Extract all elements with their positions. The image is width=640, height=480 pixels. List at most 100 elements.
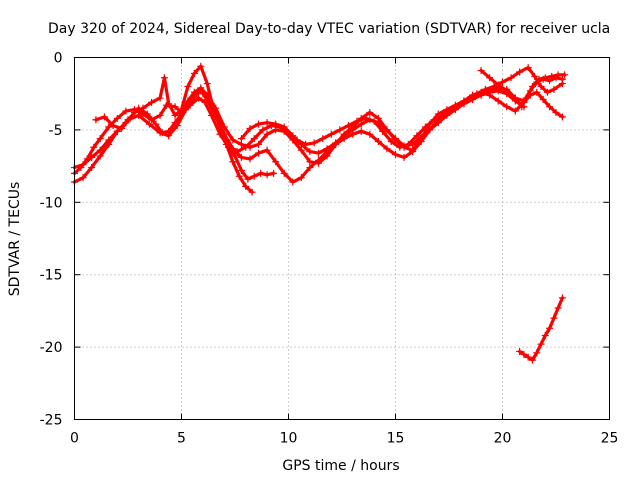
data-point	[539, 95, 547, 103]
data-point	[349, 126, 357, 134]
data-point	[100, 113, 108, 121]
data-point	[201, 98, 209, 106]
y-tick-label: -5	[49, 123, 63, 139]
data-point	[503, 103, 511, 111]
data-point	[165, 100, 173, 108]
data-point	[257, 169, 265, 177]
data-point	[297, 174, 305, 182]
data-point	[272, 120, 280, 128]
series-line	[517, 296, 565, 362]
data-point	[486, 74, 494, 82]
data-point	[400, 142, 408, 150]
data-point	[548, 72, 556, 80]
data-point	[434, 119, 442, 127]
data-point	[469, 95, 477, 103]
data-point	[518, 103, 526, 111]
y-tick-label: -20	[40, 340, 63, 356]
data-point	[490, 82, 498, 90]
data-point	[197, 62, 205, 70]
data-point	[255, 120, 263, 128]
data-point	[494, 97, 502, 105]
data-point	[143, 110, 151, 118]
data-point	[550, 85, 558, 93]
series-track-4	[71, 62, 278, 183]
data-point	[237, 135, 245, 143]
data-point	[511, 107, 519, 115]
data-point	[314, 149, 322, 157]
data-point	[105, 123, 113, 131]
data-point	[409, 140, 417, 148]
data-point	[535, 75, 543, 83]
data-point	[327, 130, 335, 138]
data-point	[357, 127, 365, 135]
data-point	[255, 149, 263, 157]
data-point	[543, 88, 551, 96]
data-point	[135, 111, 143, 119]
data-point	[383, 145, 391, 153]
data-point	[533, 349, 541, 357]
data-point	[477, 91, 485, 99]
data-point	[263, 146, 271, 154]
data-point	[332, 139, 340, 147]
series-track-2	[71, 87, 566, 186]
data-point	[552, 109, 560, 117]
data-point	[516, 68, 524, 76]
data-point	[494, 81, 502, 89]
data-point	[96, 135, 104, 143]
axis-ticks: 0 5 10 15 20 25 0 -5 -10 -15 -20 -25	[40, 51, 619, 447]
y-tick-label: 0	[54, 51, 63, 67]
data-point	[451, 106, 459, 114]
data-point	[392, 135, 399, 143]
y-axis-label: SDTVAR / TECUs	[7, 182, 23, 297]
data-point	[229, 136, 237, 144]
data-point	[528, 356, 536, 364]
data-point	[244, 175, 252, 183]
data-point	[486, 88, 494, 96]
x-tick-label: 25	[601, 431, 619, 447]
data-point	[171, 103, 179, 111]
data-point	[190, 69, 198, 77]
data-point	[443, 111, 451, 119]
series-track-5	[199, 90, 256, 196]
data-point	[250, 172, 258, 180]
data-point	[323, 145, 331, 153]
data-point	[340, 132, 348, 140]
data-point	[310, 139, 318, 147]
data-point	[96, 146, 104, 154]
data-point	[156, 111, 164, 119]
data-point	[190, 93, 198, 101]
data-point	[237, 153, 245, 161]
data-point	[413, 132, 421, 140]
series-track-8	[516, 294, 566, 364]
data-point	[503, 87, 511, 95]
data-point	[280, 169, 288, 177]
data-point	[105, 136, 113, 144]
data-point	[366, 109, 374, 117]
data-point	[158, 129, 166, 137]
data-point	[203, 80, 211, 88]
data-point	[145, 120, 153, 128]
data-point	[139, 104, 147, 112]
x-tick-label: 5	[177, 431, 186, 447]
y-tick-label: -25	[40, 413, 63, 429]
data-point	[306, 148, 314, 156]
data-point	[233, 148, 241, 156]
data-point	[417, 133, 425, 141]
data-point	[374, 119, 382, 127]
data-point	[231, 152, 239, 160]
data-point	[216, 120, 224, 128]
data-point	[554, 71, 562, 79]
data-point	[263, 130, 271, 138]
data-point	[366, 116, 374, 124]
data-point	[387, 137, 395, 145]
data-point	[528, 82, 536, 90]
data-point	[558, 80, 566, 88]
data-point	[524, 353, 532, 361]
data-point	[263, 119, 271, 127]
series-track-3	[92, 64, 566, 156]
data-point	[516, 347, 524, 355]
data-point	[319, 135, 327, 143]
data-point	[409, 148, 417, 156]
series-track-7	[477, 67, 569, 111]
